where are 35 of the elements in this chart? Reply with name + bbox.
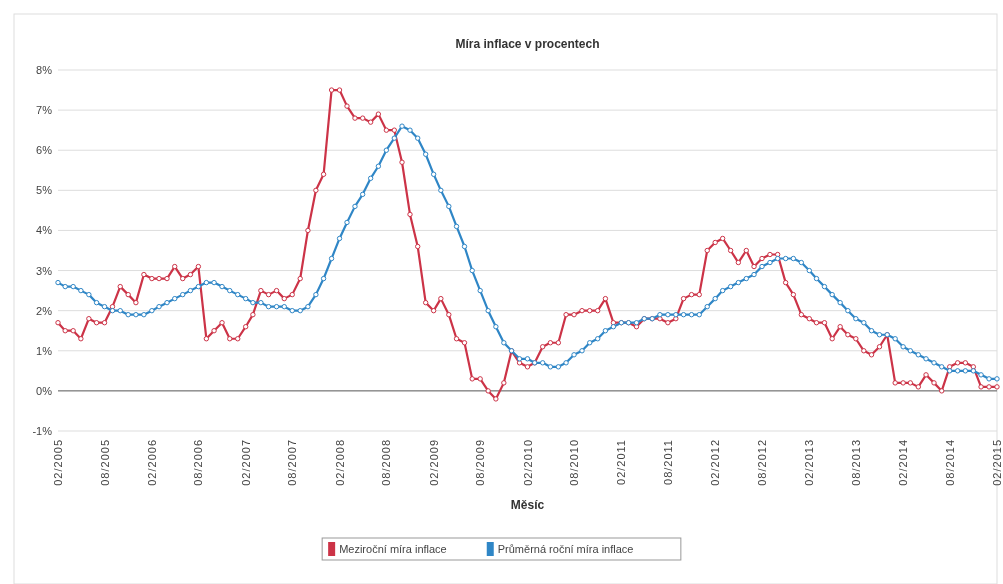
x-tick-label: 08/2012 (755, 439, 768, 486)
x-tick-label: 02/2007 (239, 439, 252, 486)
x-tick-label: 08/2014 (943, 439, 956, 486)
x-tick-label: 02/2005 (52, 439, 64, 486)
x-axis-title: Měsíc (510, 498, 545, 512)
legend-label: Průměrná roční míra inflace (497, 543, 634, 555)
chart-title: Míra inflace v procentech (455, 37, 600, 51)
x-tick-label: 02/2009 (427, 439, 440, 486)
x-tick-label: 08/2010 (568, 439, 581, 486)
x-tick-label: 02/2012 (709, 439, 722, 486)
y-tick-label: 3% (36, 264, 53, 277)
x-tick-label: 08/2006 (192, 439, 205, 486)
y-tick-label: 8% (36, 64, 53, 76)
x-tick-label: 02/2006 (145, 439, 158, 486)
y-tick-label: 2% (36, 304, 53, 317)
legend-label: Meziroční míra inflace (339, 543, 447, 555)
x-tick-label: 08/2005 (98, 439, 111, 486)
y-tick-label: 0% (36, 384, 53, 397)
y-tick-label: 7% (36, 104, 53, 117)
x-tick-label: 02/2010 (521, 439, 534, 486)
x-tick-label: 02/2013 (803, 439, 816, 486)
x-tick-label: 02/2014 (897, 439, 910, 486)
x-tick-label: 08/2008 (380, 439, 393, 486)
x-tick-label: 08/2007 (286, 439, 299, 486)
y-tick-label: 1% (36, 344, 53, 357)
y-tick-label: -1% (32, 425, 53, 437)
x-tick-label: 08/2009 (474, 439, 487, 486)
x-tick-label: 02/2011 (615, 439, 628, 485)
y-tick-label: 4% (36, 224, 53, 237)
y-tick-label: 6% (36, 144, 53, 157)
x-tick-label: 02/2008 (333, 439, 346, 486)
x-tick-label: 02/2015 (991, 439, 1003, 486)
x-tick-label: 08/2011 (661, 439, 674, 485)
x-tick-label: 08/2013 (849, 439, 862, 486)
y-tick-label: 5% (36, 184, 53, 197)
